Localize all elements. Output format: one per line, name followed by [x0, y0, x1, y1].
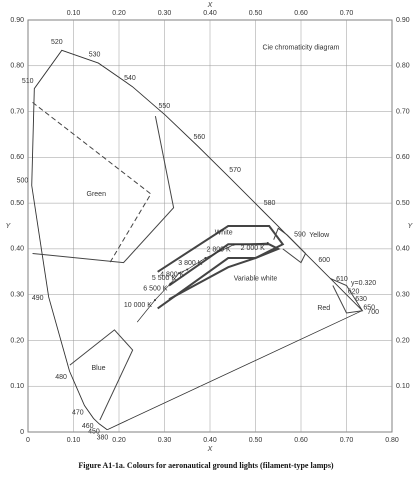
- temperature-point: [169, 282, 172, 285]
- y-tick-label: 0.60: [10, 154, 24, 161]
- y2-tick-label: 0.90: [396, 17, 410, 24]
- dashed-boundary: [32, 102, 152, 263]
- x-tick-label: 0.70: [340, 437, 354, 444]
- temperature-label: 2 000 K: [241, 245, 265, 252]
- x2-tick-label: 0.60: [294, 10, 308, 17]
- wavelength-label: 560: [194, 134, 206, 141]
- y2-tick-label: 0.40: [396, 246, 410, 253]
- y-axis-label: Y: [6, 223, 12, 230]
- x2-axis-label: X: [207, 2, 213, 9]
- wavelength-label: 530: [89, 51, 101, 58]
- x2-tick-label: 0.30: [158, 10, 172, 17]
- wavelength-label: 550: [159, 103, 171, 110]
- wavelength-label: 610: [336, 276, 348, 283]
- temperature-label: 2 800 K: [207, 247, 231, 254]
- region-boundary: [32, 116, 175, 264]
- x2-tick-label: 0.70: [340, 10, 354, 17]
- x2-tick-label: 0.40: [203, 10, 217, 17]
- y2-tick-label: 0.30: [396, 292, 410, 299]
- y-tick-label: 0.30: [10, 292, 24, 299]
- wavelength-label: 600: [318, 257, 330, 264]
- temperature-point: [186, 268, 189, 271]
- wavelength-label: 520: [51, 39, 63, 46]
- temperature-point: [266, 241, 269, 244]
- wavelength-label: 380: [97, 435, 109, 442]
- spectral-locus: [31, 49, 363, 431]
- x-tick-label: 0.40: [203, 437, 217, 444]
- temperature-label: 6 500 K: [143, 286, 167, 293]
- y-tick-label: 0.80: [10, 63, 24, 70]
- wavelength-label: 500: [17, 177, 29, 184]
- y-tick-label: 0.20: [10, 337, 24, 344]
- x-tick-label: 0.10: [67, 437, 81, 444]
- x2-tick-label: 0.50: [249, 10, 263, 17]
- y2-tick-label: 0.70: [396, 108, 410, 115]
- region-boundary: [330, 278, 364, 314]
- region-label: White: [215, 230, 233, 237]
- temperature-label: 3 800 K: [178, 260, 202, 267]
- y-tick-label: 0.50: [10, 200, 24, 207]
- y-tick-label: 0.40: [10, 246, 24, 253]
- y2-tick-label: 0.80: [396, 63, 410, 70]
- y2-axis-label: Y: [408, 223, 414, 230]
- caption: Figure A1-1a. Colours for aeronautical g…: [78, 461, 334, 470]
- y-tick-label: 0.10: [10, 383, 24, 390]
- annotation: y=0.320: [351, 280, 376, 287]
- x-tick-label: 0.60: [294, 437, 308, 444]
- y2-tick-label: 0.60: [396, 154, 410, 161]
- region-boundary: [157, 225, 285, 310]
- y-tick-label: 0.90: [10, 17, 24, 24]
- region-label: Variable white: [234, 275, 278, 282]
- region-boundary: [69, 329, 134, 421]
- wavelength-label: 630: [355, 296, 367, 303]
- x2-tick-label: 0.10: [67, 10, 81, 17]
- temperature-point: [232, 243, 235, 246]
- region-boundary: [273, 227, 307, 264]
- temperature-point: [178, 272, 181, 275]
- wavelength-label: 700: [367, 309, 379, 316]
- planckian-locus: [136, 242, 268, 323]
- wavelength-label: 620: [348, 288, 360, 295]
- y-tick-label: 0: [20, 429, 24, 436]
- y2-tick-label: 0.10: [396, 383, 410, 390]
- y-tick-label: 0.70: [10, 108, 24, 115]
- x-axis-label: X: [207, 446, 213, 453]
- wavelength-label: 470: [72, 410, 84, 417]
- region-label: Blue: [92, 365, 106, 372]
- x-tick-label: 0: [26, 437, 30, 444]
- wavelength-label: 490: [32, 295, 44, 302]
- wavelength-label: 540: [124, 75, 136, 82]
- temperature-label: 10 000 K: [124, 302, 152, 309]
- temperature-label: 4 800 K: [160, 271, 184, 278]
- wavelength-label: 570: [229, 167, 241, 174]
- wavelength-label: 450: [88, 429, 100, 436]
- chart-title: Cie chromaticity diagram: [262, 44, 339, 51]
- wavelength-label: 580: [264, 200, 276, 207]
- x-tick-label: 0.50: [249, 437, 263, 444]
- region-boundary: [168, 243, 281, 301]
- y2-tick-label: 0.50: [396, 200, 410, 207]
- temperature-point: [204, 257, 207, 260]
- wavelength-label: 480: [55, 374, 67, 381]
- temperature-point: [153, 299, 156, 302]
- region-label: Green: [87, 191, 107, 198]
- x-tick-label: 0.30: [158, 437, 172, 444]
- wavelength-label: 460: [82, 423, 94, 430]
- temperature-label: 5 500 K: [152, 275, 176, 282]
- x-tick-label: 0.80: [385, 437, 399, 444]
- wavelength-label: 590: [294, 231, 306, 238]
- x2-tick-label: 0.20: [112, 10, 126, 17]
- y2-tick-label: 0.20: [396, 337, 410, 344]
- x-tick-label: 0.20: [112, 437, 126, 444]
- purple-line: [107, 310, 363, 431]
- region-label: Yellow: [309, 232, 330, 239]
- wavelength-label: 510: [22, 78, 34, 85]
- region-label: Red: [317, 305, 330, 312]
- wavelength-label: 650: [363, 305, 375, 312]
